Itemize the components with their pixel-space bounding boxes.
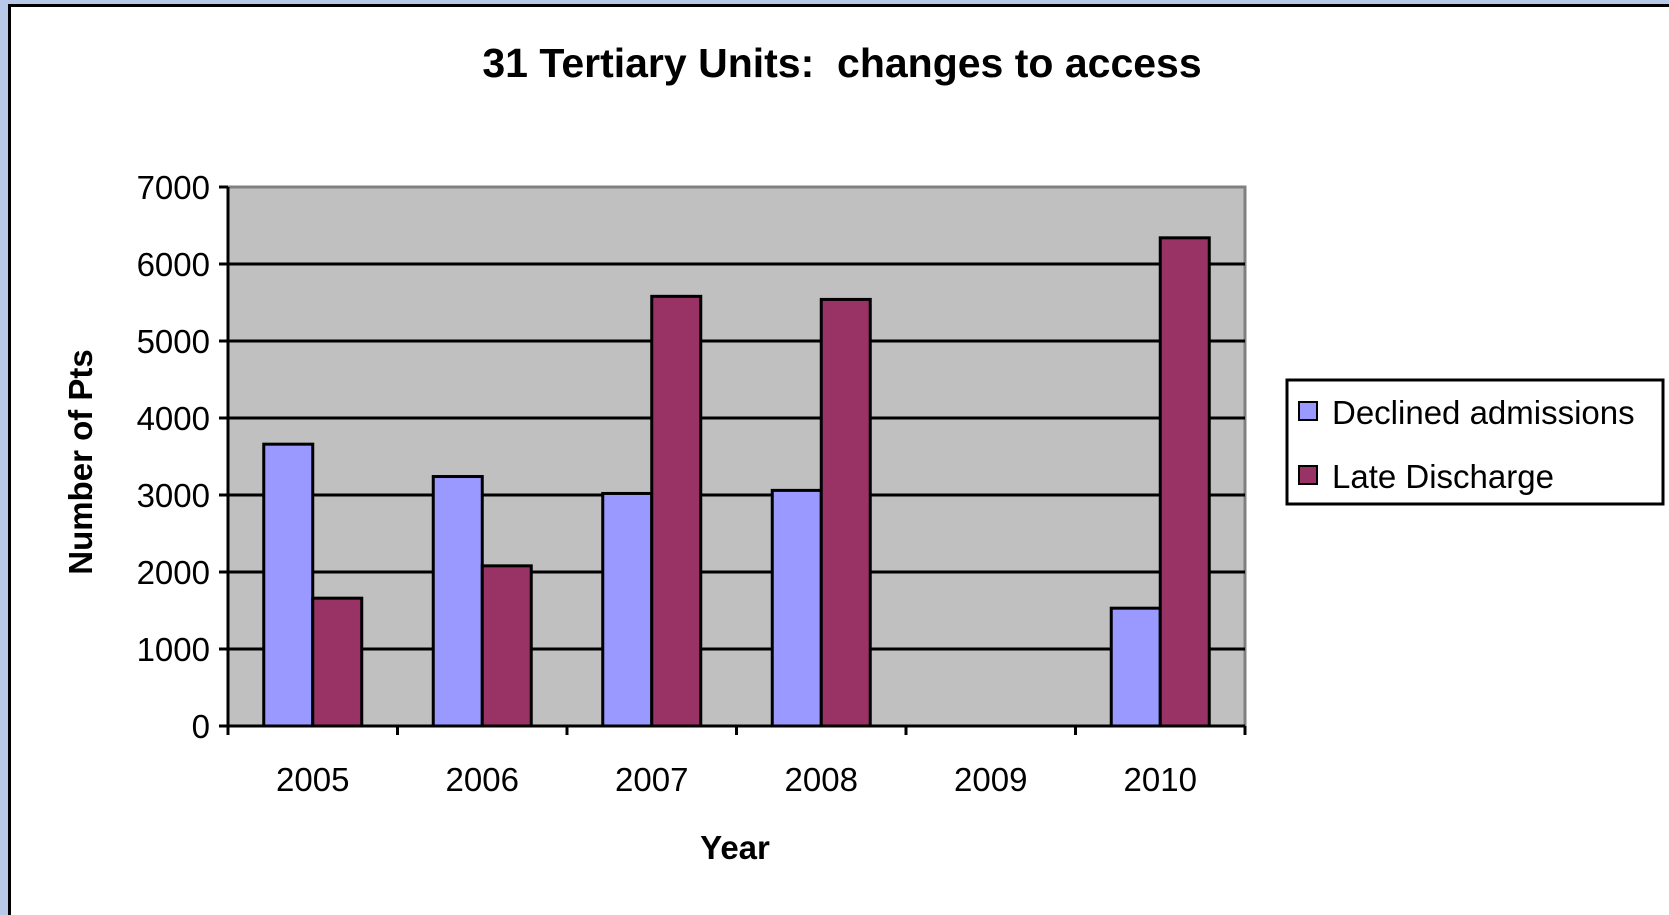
bar-declined-admissions-2006 — [431, 475, 484, 728]
legend: Declined admissions Late Discharge — [1285, 378, 1665, 506]
bar-declined-admissions-2005 — [262, 442, 315, 728]
y-tick-label: 2000 — [137, 554, 210, 591]
x-tick-label: 2010 — [1124, 761, 1197, 798]
axes — [219, 185, 1247, 735]
y-tick-label: 0 — [192, 708, 210, 745]
bar-declined-admissions-2007 — [601, 491, 654, 728]
y-tick-label: 1000 — [137, 631, 210, 668]
legend-box — [1285, 378, 1665, 506]
bar-late-discharge-2007 — [650, 294, 703, 728]
bar-late-discharge-2006 — [480, 564, 533, 728]
legend-swatch-declined — [1298, 401, 1318, 421]
chart-title: 31 Tertiary Units: changes to access — [482, 40, 1201, 86]
x-tick-label: 2007 — [615, 761, 688, 798]
x-tick-label: 2009 — [954, 761, 1027, 798]
bars — [262, 236, 1211, 728]
x-tick-label: 2006 — [446, 761, 519, 798]
x-tick-label: 2005 — [276, 761, 349, 798]
legend-label-late: Late Discharge — [1332, 458, 1554, 495]
bar-late-discharge-2010 — [1158, 236, 1211, 728]
x-tick-label: 2008 — [785, 761, 858, 798]
bar-declined-admissions-2008 — [770, 488, 823, 728]
x-tick-labels: 2005 2006 2007 2008 2009 2010 — [276, 761, 1197, 798]
x-axis-label: Year — [700, 829, 770, 866]
bar-late-discharge-2008 — [819, 297, 872, 728]
y-axis-label: Number of Pts — [62, 349, 99, 575]
y-tick-label: 5000 — [137, 323, 210, 360]
y-tick-label: 4000 — [137, 400, 210, 437]
y-tick-label: 3000 — [137, 477, 210, 514]
legend-label-declined: Declined admissions — [1332, 394, 1635, 431]
y-tick-label: 7000 — [137, 169, 210, 206]
gridlines — [228, 262, 1245, 651]
plot-area — [226, 185, 1247, 728]
bar-declined-admissions-2010 — [1109, 606, 1162, 728]
bar-late-discharge-2005 — [311, 596, 364, 728]
y-tick-label: 6000 — [137, 246, 210, 283]
legend-swatch-late — [1298, 465, 1318, 485]
y-tick-labels: 0 1000 2000 3000 4000 5000 6000 7000 — [137, 169, 210, 745]
